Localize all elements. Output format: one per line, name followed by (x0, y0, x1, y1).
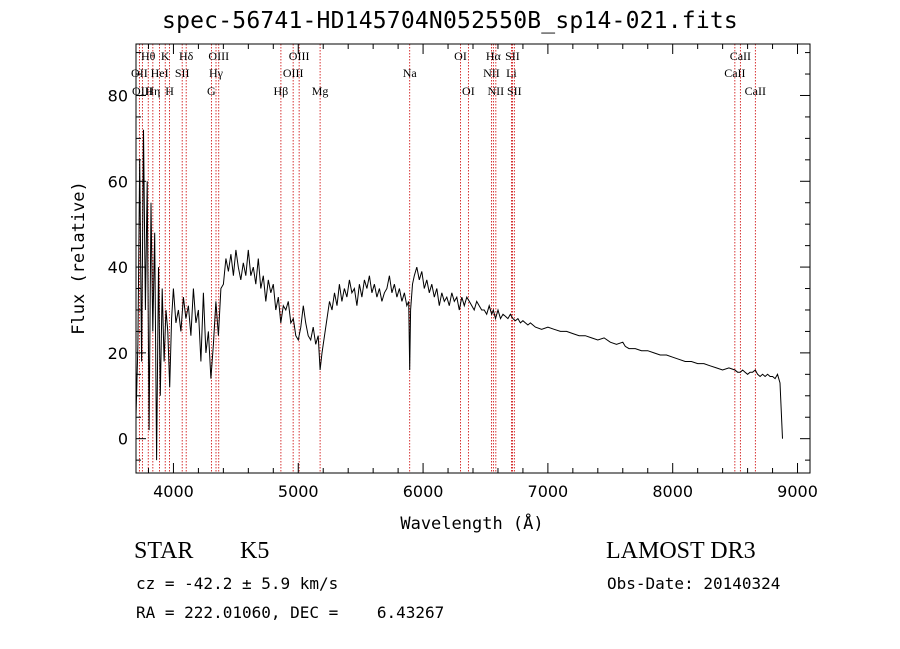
line-label: Hβ (274, 84, 289, 98)
survey-name: LAMOST DR3 (606, 538, 756, 564)
x-tick-label: 8000 (652, 482, 693, 501)
x-axis-ticks: 4000 5000 6000 7000 8000 9000 (147, 44, 818, 501)
y-tick-label: 40 (108, 258, 128, 277)
line-label: SII (505, 49, 520, 63)
line-label: OI (462, 84, 475, 98)
x-axis-label: Wavelength (Å) (400, 512, 543, 534)
line-label: CaII (724, 66, 745, 80)
obs-date: Obs-Date: 20140324 (607, 574, 781, 593)
y-axis-ticks: 0 20 40 60 80 (108, 52, 810, 461)
line-label: Hγ (209, 66, 224, 80)
line-label: G (207, 84, 216, 98)
line-label: SII (507, 84, 522, 98)
line-label: Na (403, 66, 418, 80)
y-tick-label: 0 (118, 430, 128, 449)
x-tick-label: 6000 (403, 482, 444, 501)
line-label: OI (454, 49, 467, 63)
x-tick-label: 5000 (278, 482, 319, 501)
line-label: Hθ (141, 49, 156, 63)
chart-title: spec-56741-HD145704N052550B_sp14-021.fit… (162, 8, 738, 34)
y-tick-label: 20 (108, 344, 128, 363)
redshift-cz: cz = -42.2 ± 5.9 km/s (136, 574, 339, 593)
spectrum-line (135, 129, 783, 461)
line-label: Li (506, 66, 517, 80)
x-tick-label: 9000 (777, 482, 818, 501)
line-label: Hδ (179, 49, 194, 63)
line-label: NII (483, 66, 500, 80)
x-tick-label: 7000 (528, 482, 569, 501)
line-label: CaII (745, 84, 766, 98)
object-subclass: K5 (240, 538, 270, 564)
line-label: NII (488, 84, 505, 98)
line-label: OII (131, 66, 148, 80)
line-label: SII (175, 66, 190, 80)
object-class: STAR (134, 538, 194, 564)
emission-line-labels: OIIHθOIIIHηHeIKHSIIHδGHγOIIIHβOIIIOIIIMg… (131, 49, 766, 98)
line-label: K (161, 49, 170, 63)
line-label: Hη (145, 84, 160, 98)
y-tick-label: 60 (108, 172, 128, 191)
line-label: OIII (289, 49, 310, 63)
ra-dec: RA = 222.01060, DEC = 6.43267 (136, 603, 445, 622)
line-label: OIII (283, 66, 304, 80)
emission-line-markers (138, 44, 756, 473)
line-label: H (165, 84, 174, 98)
y-axis-label: Flux (relative) (69, 181, 89, 335)
line-label: Hα (486, 49, 502, 63)
y-tick-label: 80 (108, 86, 128, 105)
x-tick-label: 4000 (153, 482, 194, 501)
line-label: OIII (132, 84, 153, 98)
line-label: HeI (151, 66, 169, 80)
line-label: CaII (730, 49, 751, 63)
line-label: OIII (208, 49, 229, 63)
line-label: Mg (312, 84, 329, 98)
